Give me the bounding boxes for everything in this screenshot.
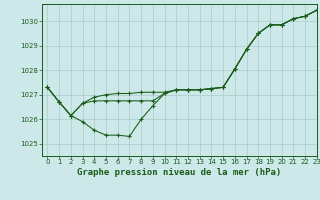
X-axis label: Graphe pression niveau de la mer (hPa): Graphe pression niveau de la mer (hPa): [77, 168, 281, 177]
